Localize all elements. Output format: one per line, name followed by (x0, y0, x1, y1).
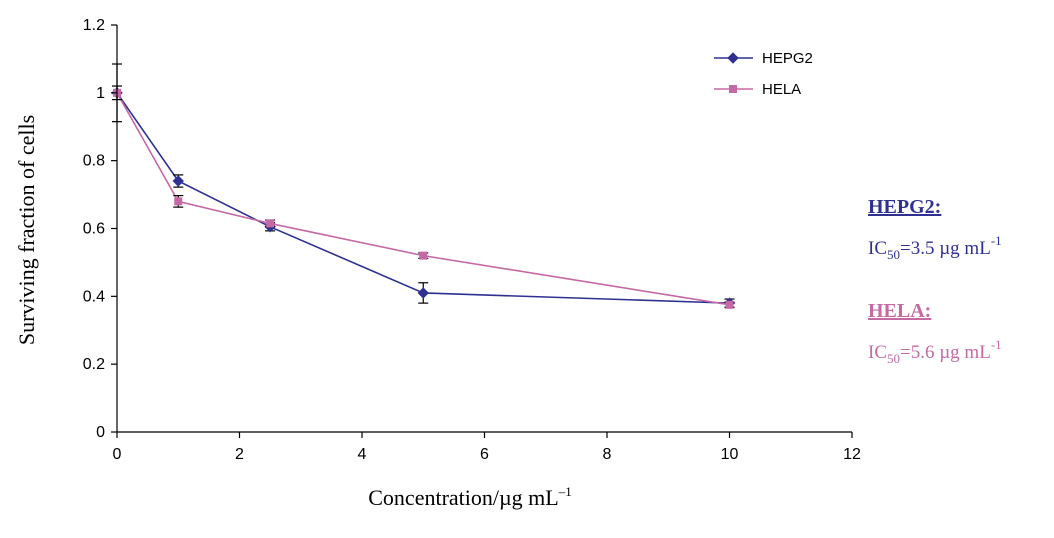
hepg2-ic50-text: IC50=3.5 µg mL-1 (868, 233, 1002, 262)
hepg2-ic-value: =3.5 µg mL (900, 238, 991, 259)
legend-marker (727, 52, 739, 64)
y-tick-label: 0 (96, 424, 105, 441)
legend-label: HELA (762, 81, 801, 98)
x-tick-label: 6 (480, 446, 489, 463)
x-tick-label: 10 (721, 446, 739, 463)
hela-ic-sub: 50 (887, 351, 900, 366)
hepg2-ic-sub: 50 (887, 247, 900, 262)
hela-ic-prefix: IC (868, 342, 887, 363)
data-point-hepg2 (417, 287, 429, 299)
legend-item-hela: HELA (714, 81, 801, 98)
hepg2-ic-prefix: IC (868, 238, 887, 259)
y-tick-label: 0.8 (83, 153, 105, 170)
y-tick-label: 0.4 (83, 288, 105, 305)
x-tick-label: 2 (235, 446, 244, 463)
x-axis-label-sup: –1 (558, 484, 572, 499)
y-tick-label: 0.6 (83, 221, 105, 238)
data-point-hela (266, 219, 275, 228)
series-hela (112, 85, 735, 309)
y-tick-label: 1.2 (83, 17, 105, 34)
x-axis-label-main: Concentration/µg mL (368, 485, 558, 510)
y-axis-label: Surviving fraction of cells (14, 115, 39, 345)
data-point-hela (725, 300, 734, 309)
plot-area (111, 63, 736, 309)
hela-annotation-title: HELA: (868, 300, 931, 322)
hela-ic-sup: -1 (991, 337, 1002, 352)
hela-ic50-text: IC50=5.6 µg mL-1 (868, 337, 1002, 366)
series-line-hela (116, 92, 730, 306)
y-tick-label: 0.2 (83, 356, 105, 373)
axes: 0 0.2 0.4 0.6 0.8 1 1.2 0 2 4 6 8 10 12 (83, 17, 861, 463)
series-line-hepg2 (116, 92, 730, 304)
data-point-hela (174, 197, 183, 206)
x-tick-label: 8 (603, 446, 612, 463)
hepg2-ic-sup: -1 (991, 233, 1002, 248)
hela-ic-value: =5.6 µg mL (900, 342, 991, 363)
ic50-annotations: HEPG2: IC50=3.5 µg mL-1 HELA: IC50=5.6 µ… (868, 196, 1002, 366)
legend-marker (729, 85, 737, 93)
legend-item-hepg2: HEPG2 (714, 50, 813, 67)
data-point-hela (419, 251, 428, 260)
series-hepg2 (111, 63, 736, 309)
x-axis-label: Concentration/µg mL–1 (368, 484, 571, 510)
x-tick-label: 12 (843, 446, 861, 463)
legend-label: HEPG2 (762, 50, 813, 67)
y-tick-label: 1 (96, 85, 105, 102)
x-tick-label: 0 (113, 446, 122, 463)
legend: HEPG2 HELA (714, 50, 813, 98)
hepg2-annotation-title: HEPG2: (868, 196, 941, 218)
data-point-hepg2 (172, 175, 184, 187)
x-tick-label: 4 (358, 446, 367, 463)
